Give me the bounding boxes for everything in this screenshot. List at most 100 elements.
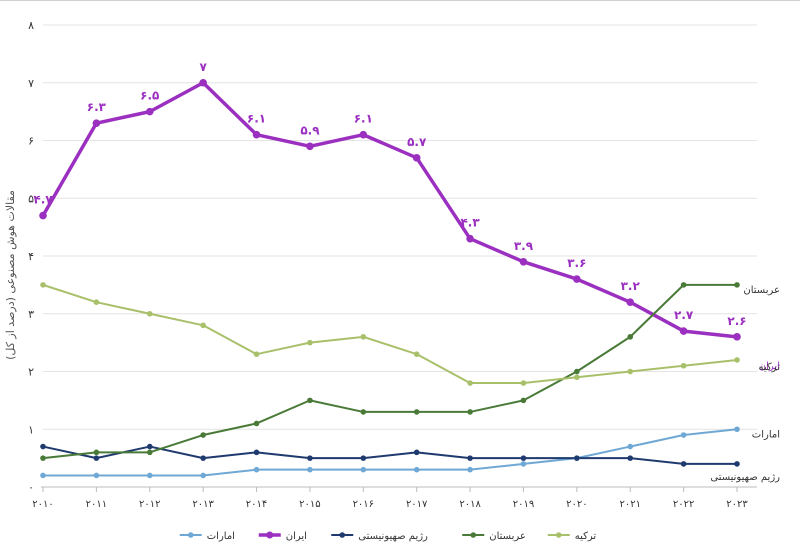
data-label-iran: ۷	[199, 60, 207, 74]
point-emirates-9	[520, 461, 527, 467]
end-label-emirates: امارات	[752, 429, 780, 440]
series-lines	[41, 81, 738, 477]
point-zionist-10	[574, 455, 580, 461]
y-tick-label: ۲	[28, 366, 34, 379]
series-line-zionist	[42, 445, 737, 465]
series-line-iran	[41, 81, 738, 339]
legend-label: امارات	[207, 531, 235, 542]
series-points	[39, 78, 741, 479]
legend-item-zionist: رژیم صهیونیستی	[331, 531, 428, 542]
data-label-iran: ۳.۶	[567, 256, 586, 270]
data-label-iran: ۴.۳	[460, 216, 480, 230]
point-turkey-5	[307, 339, 313, 346]
point-saudi-0	[40, 455, 46, 461]
end-label-zionist: رژیم صهیونیستی	[710, 472, 780, 483]
point-saudi-11	[627, 334, 634, 340]
point-saudi-1	[93, 449, 100, 456]
point-saudi-8	[467, 409, 473, 415]
point-saudi-12	[680, 282, 687, 288]
point-turkey-13	[734, 357, 740, 363]
series-line-emirates	[43, 428, 738, 477]
legend: امارات ایران رژیم صهیونیستی عربستان ترکیه	[179, 531, 597, 542]
data-label-iran: ۲.۷	[674, 308, 694, 322]
x-tick-label: ۲۰۲۰	[566, 499, 587, 510]
top-border	[0, 0, 800, 1]
point-zionist-12	[680, 461, 687, 467]
point-zionist-9	[520, 455, 527, 461]
point-iran-1	[92, 119, 101, 127]
point-emirates-8	[467, 466, 473, 473]
x-tick-label: ۲۰۱۷	[406, 499, 428, 510]
point-emirates-7	[413, 466, 420, 473]
y-axis-label: مقالات هوش مصنوعی (درصد از کل)	[4, 190, 17, 360]
point-iran-10	[573, 275, 581, 283]
data-label-iran: ۴.۷	[33, 193, 53, 207]
point-emirates-0	[40, 472, 46, 479]
point-zionist-3	[200, 455, 206, 461]
point-emirates-13	[734, 426, 740, 433]
y-tick-label: ۰	[28, 481, 34, 494]
data-label-iran: ۳.۹	[514, 239, 534, 253]
y-tick-label: ۵	[28, 192, 34, 205]
point-emirates-5	[307, 466, 313, 473]
data-label-iran: ۲.۶	[727, 314, 746, 328]
point-saudi-3	[200, 432, 206, 438]
point-emirates-1	[93, 472, 100, 479]
x-tick-label: ۲۰۱۱	[86, 499, 107, 510]
point-iran-2	[145, 107, 154, 116]
y-tick-label: ۱	[28, 423, 34, 436]
x-tick-label: ۲۰۱۰	[32, 499, 53, 510]
x-tick-label: ۲۰۲۱	[619, 499, 640, 510]
point-zionist-0	[40, 443, 46, 450]
end-label-iran: ایران	[759, 361, 780, 372]
point-turkey-11	[627, 368, 634, 375]
point-saudi-2	[146, 449, 153, 456]
x-tick-label: ۲۰۱۵	[299, 499, 320, 510]
series-line-saudi	[42, 283, 737, 460]
legend-item-saudi: عربستان	[462, 531, 526, 542]
point-turkey-4	[253, 351, 260, 357]
legend-swatch-marker	[266, 531, 274, 539]
point-saudi-5	[307, 397, 313, 404]
point-zionist-7	[413, 449, 420, 456]
point-saudi-6	[360, 409, 367, 415]
point-turkey-7	[413, 351, 420, 357]
point-iran-12	[679, 327, 688, 335]
legend-swatch-marker	[339, 532, 346, 538]
y-tick-label: ۷	[28, 77, 34, 90]
y-tick-label: ۳	[28, 308, 34, 321]
point-emirates-11	[627, 443, 634, 450]
point-zionist-13	[734, 461, 740, 467]
point-zionist-11	[627, 455, 634, 461]
data-label-iran: ۳.۲	[621, 279, 641, 293]
y-tick-label: ۸	[28, 19, 34, 32]
legend-swatch-marker	[470, 532, 477, 538]
data-label-iran: ۶.۱	[354, 112, 373, 126]
point-zionist-2	[146, 443, 153, 450]
point-iran-7	[412, 154, 421, 162]
y-tick-label: ۶	[28, 135, 34, 148]
legend-item-iran: ایران	[258, 531, 307, 542]
x-tick-label: ۲۰۱۶	[353, 499, 374, 510]
x-tick-label: ۲۰۲۲	[673, 499, 694, 510]
legend-label: ترکیه	[575, 531, 597, 542]
legend-label: رژیم صهیونیستی	[358, 531, 428, 542]
point-zionist-4	[253, 449, 260, 456]
data-label-iran: ۶.۵	[140, 89, 159, 103]
point-emirates-12	[680, 432, 687, 438]
point-turkey-8	[467, 380, 473, 386]
point-iran-11	[626, 298, 635, 307]
point-iran-3	[199, 78, 207, 87]
x-tick-label: ۲۰۱۲	[139, 499, 160, 510]
legend-swatch-marker	[187, 532, 194, 538]
data-label-iran: ۶.۱	[247, 112, 266, 126]
data-label-iran: ۵.۹	[300, 123, 320, 137]
point-turkey-6	[360, 334, 367, 340]
data-labels: ۴.۷ ۶.۳ ۶.۵ ۷ ۶.۱ ۵.۹ ۶.۱ ۵.۷ ۴.۳ ۳.۹ ۳.۶ ۳.۲ ۲.۷ ۲.۶	[33, 60, 746, 328]
point-turkey-3	[200, 322, 206, 329]
legend-label: عربستان	[489, 531, 526, 542]
point-iran-5	[306, 142, 314, 151]
legend-item-emirates: امارات	[179, 531, 235, 542]
point-turkey-10	[574, 374, 580, 381]
